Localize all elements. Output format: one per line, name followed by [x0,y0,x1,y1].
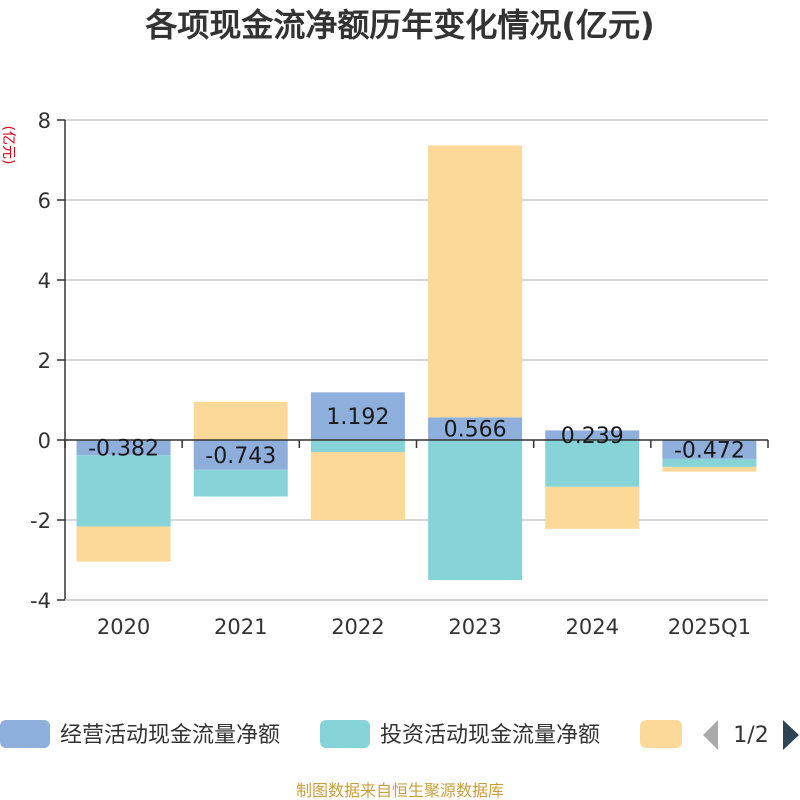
y-tick-label: -2 [30,509,51,533]
y-tick-label: 8 [38,109,51,133]
triangle-left-icon[interactable] [703,720,718,750]
bar-2-2022[interactable] [310,440,405,452]
bar-3-2020[interactable] [76,526,171,562]
legend-swatch-financing[interactable] [640,720,682,748]
data-label-2022: 1.192 [326,405,389,430]
bar-1-2024[interactable] [545,430,640,440]
x-tick-label-2020: 2020 [97,615,150,639]
legend-label-investing[interactable]: 投资活动现金流量净额 [380,723,600,748]
x-tick-label-2025Q1: 2025Q1 [668,615,751,639]
y-tick-label: 4 [38,269,51,293]
y-tick-label: -4 [30,589,51,613]
bar-2-2021[interactable] [193,469,288,497]
bar-3-2025Q1[interactable] [662,466,757,472]
bar-1-2021[interactable] [193,440,288,470]
x-tick-label-2023: 2023 [448,615,501,639]
triangle-right-icon[interactable] [783,720,799,750]
y-axis-unit-label: (亿元) [0,126,16,165]
bar-1-2020[interactable] [76,440,171,456]
data-label-2020: -0.382 [88,437,159,462]
data-label-2023: 0.566 [444,418,507,443]
x-tick-label-2021: 2021 [214,615,267,639]
data-label-2025Q1: -0.472 [674,438,745,463]
bar-1-2025Q1[interactable] [662,440,757,459]
data-label-2021: -0.743 [205,444,276,469]
legend-swatch-operating[interactable] [0,720,50,748]
data-label-2024: 0.239 [561,424,624,449]
y-tick-label: 6 [38,189,51,213]
source-note: 制图数据来自恒生聚源数据库 [296,781,504,800]
chart-title: 各项现金流净额历年变化情况(亿元) [145,6,654,44]
bar-2-2020[interactable] [76,455,171,527]
bar-2-2025Q1[interactable] [662,458,757,467]
legend: 经营活动现金流量净额 投资活动现金流量净额 1/2 [0,720,799,750]
bar-1-2022[interactable] [310,392,405,440]
y-tick-label: 0 [38,429,51,453]
axes: -4 -2 0 2 4 6 8 2020 2021 2022 2023 2024 2025Q1 [30,109,769,639]
legend-page-indicator: 1/2 [733,723,768,748]
y-tick-label: 2 [38,349,51,373]
bar-3-2024[interactable] [545,486,640,529]
legend-label-operating[interactable]: 经营活动现金流量净额 [60,723,280,748]
x-tick-label-2022: 2022 [331,615,384,639]
legend-swatch-investing[interactable] [320,720,370,748]
bar-2-2023[interactable] [428,440,523,580]
bar-2-2024[interactable] [545,440,640,487]
bar-3-2022[interactable] [310,452,405,520]
x-tick-label-2024: 2024 [566,615,619,639]
bar-1-2023[interactable] [428,417,523,440]
bar-3-2021[interactable] [193,402,288,440]
bars [76,145,757,580]
bar-3-2023[interactable] [428,145,523,418]
data-labels: -0.382 -0.743 1.192 0.566 0.239 -0.472 [88,405,745,469]
